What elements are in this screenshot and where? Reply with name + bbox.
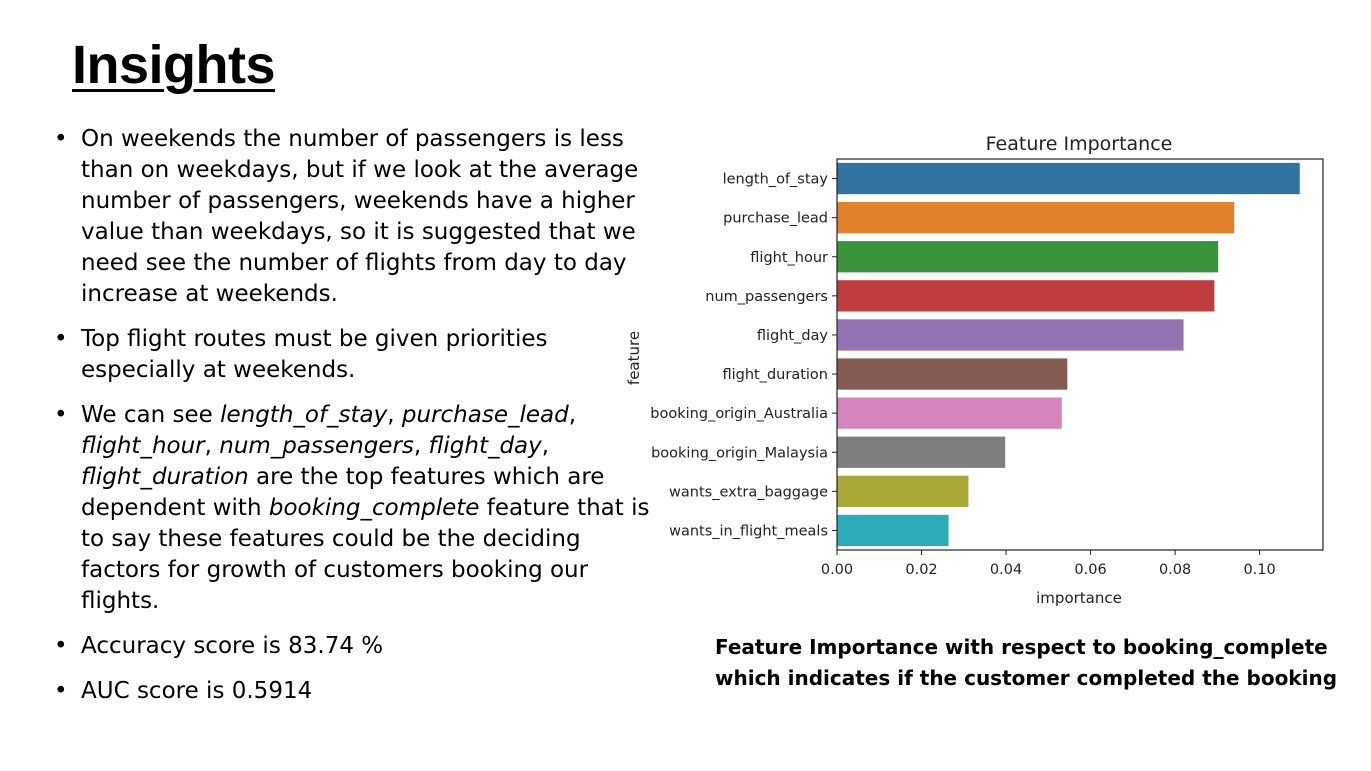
x-tick-label: 0.04: [990, 562, 1022, 578]
bar-purchase-lead: [837, 202, 1235, 234]
plot-frame: [836, 158, 1324, 551]
bar-flight-day: [837, 319, 1184, 351]
bullet-text: ,: [413, 433, 429, 459]
y-tick-label: purchase_lead: [723, 211, 828, 227]
feature-name-text: length_of_stay: [220, 402, 388, 428]
bar-booking-origin-Australia: [837, 397, 1062, 429]
bar-length-of-stay: [837, 162, 1300, 195]
bars-group: [837, 162, 1300, 547]
bar-flight-duration: [837, 358, 1068, 390]
y-tick-labels: length_of_stay purchase_lead flight_hournu…: [650, 172, 837, 539]
bar-wants-extra-baggage: [837, 475, 969, 507]
feature-name-text: flight_hour: [81, 433, 205, 459]
bullet-text: feature that is to say these features co…: [81, 495, 650, 614]
x-tick-label: 0.08: [1159, 562, 1191, 578]
chart-caption: Feature Importance with respect to booki…: [715, 632, 1355, 694]
bullet-text: ,: [387, 402, 402, 428]
y-tick-label: flight_day: [757, 328, 829, 344]
bullet-text: AUC score is 0.5914: [81, 678, 313, 704]
bullet-item: Top flight routes must be given prioriti…: [50, 324, 650, 386]
x-tick-label: 0.10: [1243, 562, 1275, 578]
bar-booking-origin-Malaysia: [837, 436, 1006, 468]
feature-name-text: flight_day: [428, 433, 542, 459]
chart-title: Feature Importance: [986, 133, 1173, 155]
y-tick-label: wants_extra_baggage: [669, 484, 828, 500]
slide-title: Insights: [72, 35, 276, 95]
y-tick-label: num_passengers: [705, 289, 828, 305]
bullet-item: AUC score is 0.5914: [50, 676, 650, 707]
caption-line: which indicates if the customer complete…: [715, 666, 1338, 690]
feature-name-text: flight_duration: [81, 464, 249, 490]
chart-svg: Feature Importance length_of_staypurchas…: [625, 133, 1324, 607]
y-tick-label: booking_origin_Malaysia: [651, 445, 828, 461]
bullet-text: are the top features which are dependent…: [81, 464, 605, 521]
insights-bullet-list: On weekends the number of passengers is …: [50, 124, 650, 721]
bullet-text: We can see: [81, 402, 221, 428]
feature-name-text: num_passengers: [219, 433, 414, 459]
bullet-text: Accuracy score is 83.74 %: [81, 633, 384, 659]
y-tick-label: flight_hour: [750, 250, 828, 266]
bar-wants-in-flight-meals: [837, 514, 949, 547]
bullet-text: ,: [568, 402, 577, 428]
bullet-text: ,: [541, 433, 550, 459]
y-axis-label: feature: [625, 331, 643, 385]
bullet-text: ,: [204, 433, 220, 459]
x-tick-label: 0.02: [905, 562, 937, 578]
y-tick-label: length_of_stay: [723, 172, 829, 188]
bullet-text: On weekends the number of passengers is …: [81, 126, 639, 307]
y-tick-label: wants_in_flight_meals: [669, 523, 828, 539]
bullet-item: On weekends the number of passengers is …: [50, 124, 650, 310]
x-tick-label: 0.06: [1074, 562, 1106, 578]
bullet-item: We can see length_of_stay, purchase_lead…: [50, 400, 650, 617]
caption-line: Feature Importance with respect to booki…: [715, 635, 1328, 659]
bullet-item: Accuracy score is 83.74 %: [50, 631, 650, 662]
bullet-text: Top flight routes must be given prioriti…: [81, 326, 548, 383]
y-tick-label: flight_duration: [722, 367, 828, 383]
feature-name-text: booking_complete: [268, 495, 480, 521]
bar-num-passengers: [837, 280, 1215, 312]
feature-name-text: purchase_lead: [401, 402, 569, 428]
y-tick-label: booking_origin_Australia: [650, 406, 828, 422]
x-tick-label: 0.00: [821, 562, 853, 578]
x-axis-label: importance: [1036, 589, 1122, 607]
bar-flight-hour: [837, 241, 1219, 273]
x-ticks: 0.00 0.02 0.04 0.06 0.08 0.10: [821, 550, 1276, 578]
